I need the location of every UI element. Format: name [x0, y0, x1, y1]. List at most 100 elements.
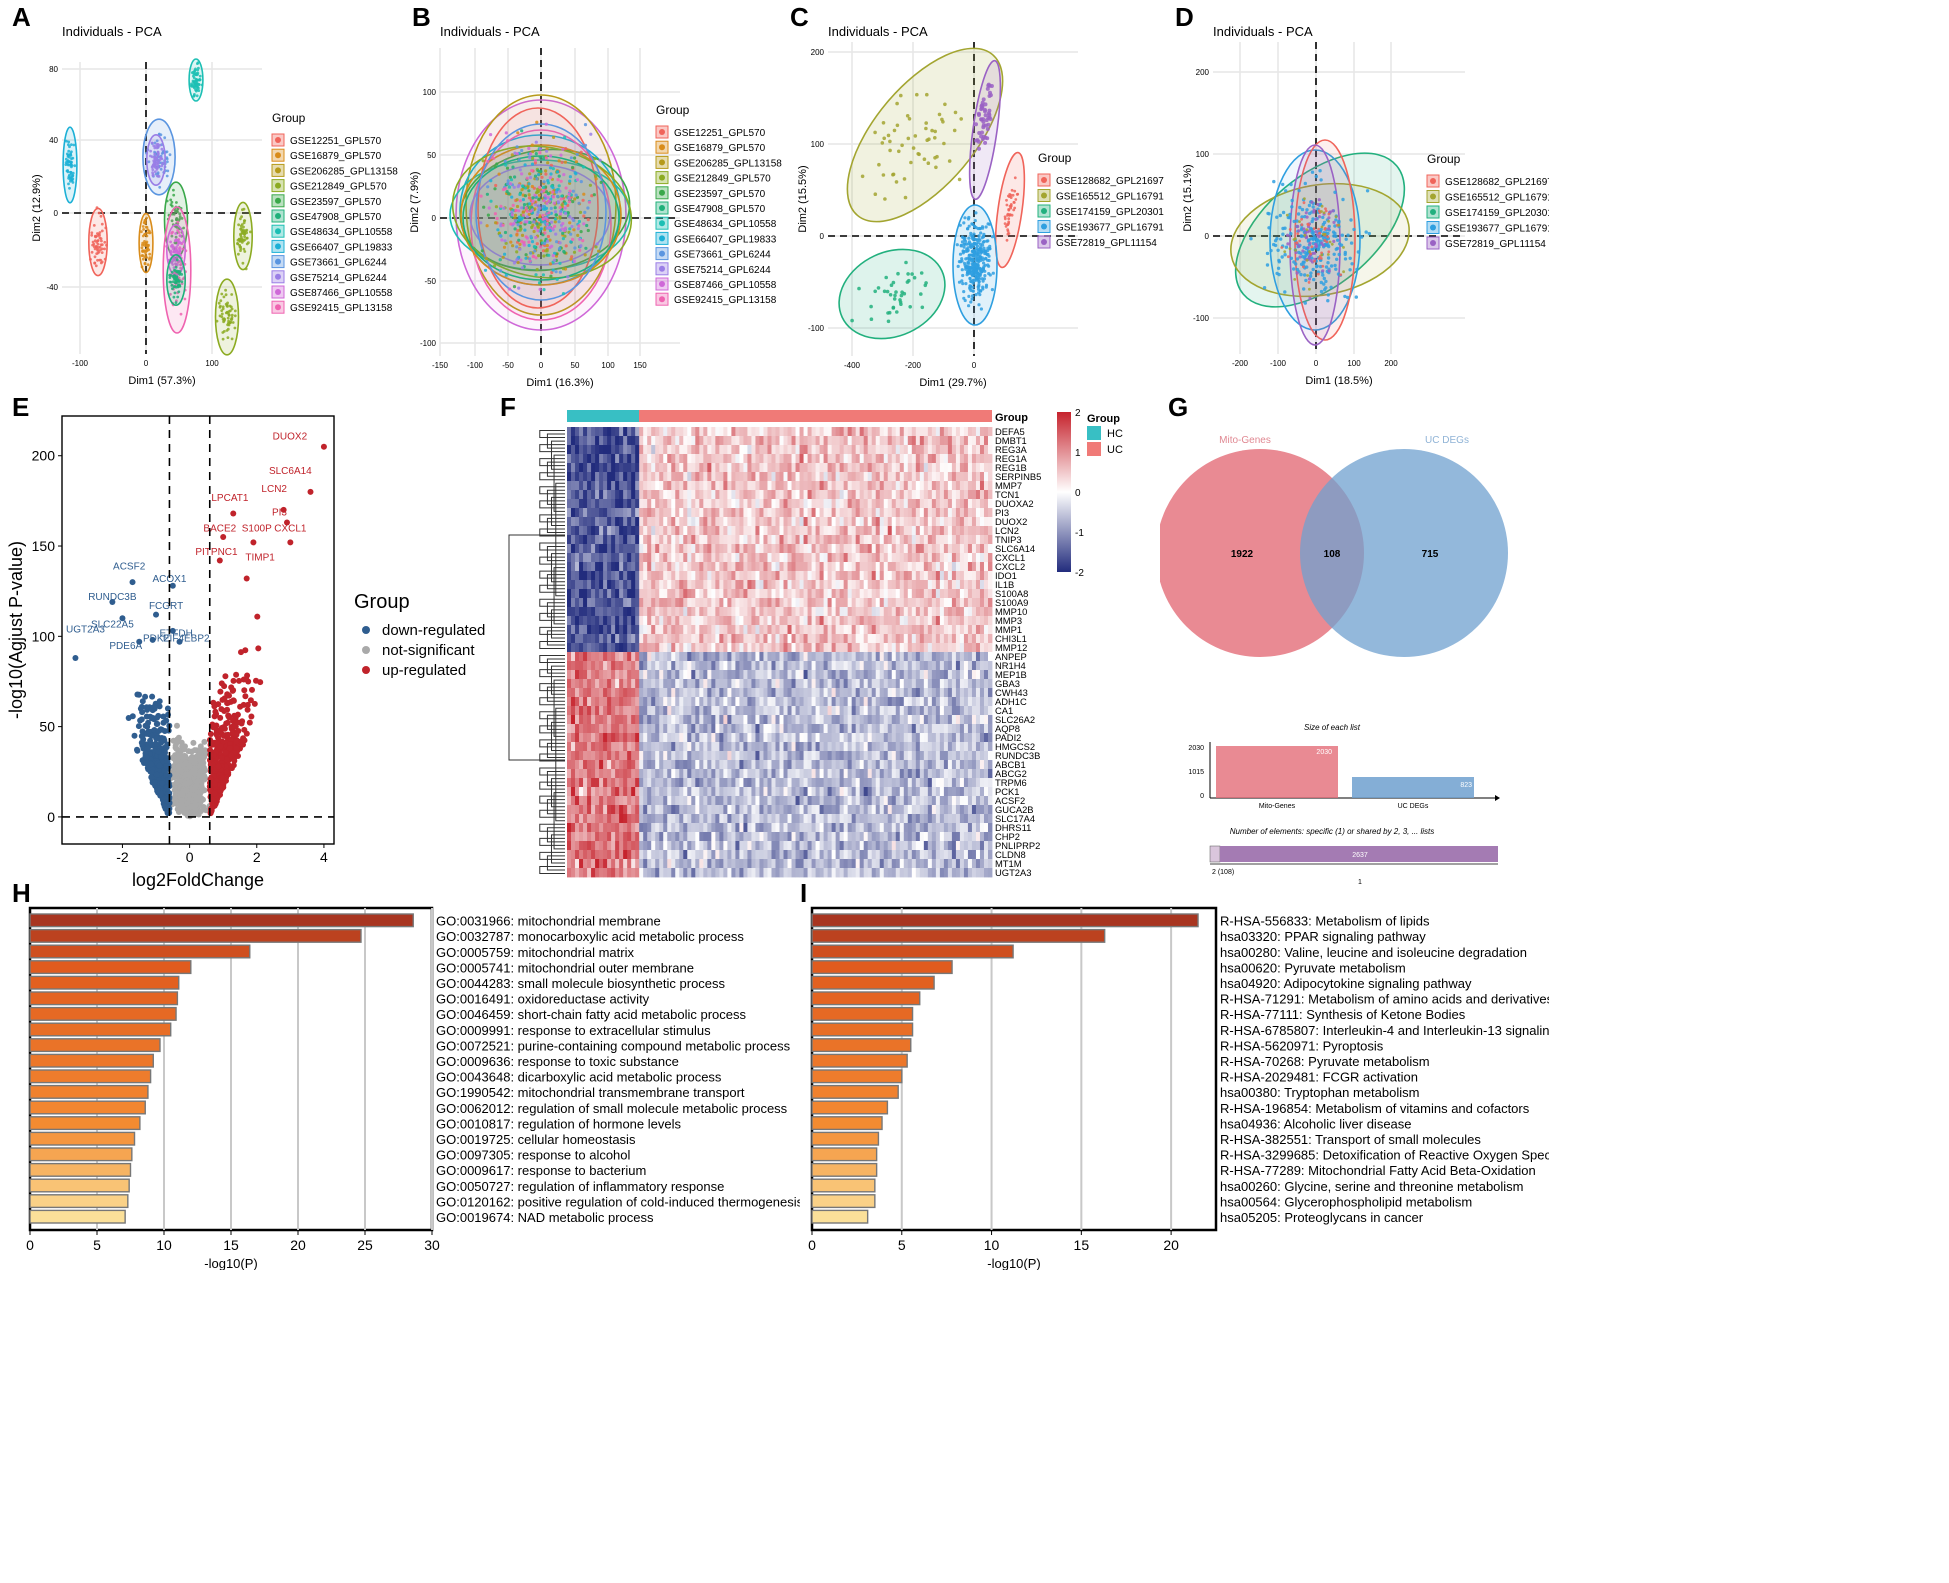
legend-title: Group — [1427, 152, 1461, 166]
sample-point — [1356, 250, 1361, 254]
y-axis-label: Dim2 (12.9%) — [31, 174, 43, 241]
sample-point — [518, 192, 522, 197]
sample-point — [554, 213, 558, 217]
sample-point — [100, 229, 104, 233]
heatmap-cell — [651, 490, 656, 500]
legend-label: GSE212849_GPL570 — [674, 174, 771, 185]
sample-point — [982, 265, 986, 269]
sample-point — [1319, 289, 1324, 294]
volcano-point — [134, 691, 141, 698]
heatmap-cell — [819, 481, 824, 491]
sample-point — [962, 242, 966, 246]
heatmap-cell — [635, 445, 640, 455]
sample-point — [896, 271, 900, 276]
heatmap-cell — [879, 454, 885, 464]
sample-point — [149, 154, 152, 158]
heatmap-cell — [675, 436, 680, 446]
heatmap-cell — [839, 436, 845, 446]
sample-point — [561, 237, 565, 241]
heatmap-cell — [935, 454, 941, 464]
sample-point — [599, 180, 603, 184]
heatmap-cell — [567, 490, 572, 500]
heatmap-cell — [799, 427, 804, 437]
sample-point — [484, 256, 488, 261]
sample-point — [524, 256, 528, 260]
heatmap-cell — [987, 472, 993, 482]
heatmap-cell — [627, 427, 632, 437]
heatmap-cell — [863, 481, 869, 491]
heatmap-cell — [635, 454, 640, 464]
sample-point — [563, 160, 567, 164]
sample-point — [909, 160, 913, 165]
sample-point — [985, 127, 990, 131]
heatmap-cell — [947, 436, 953, 446]
heatmap-cell — [675, 463, 680, 473]
sample-point — [942, 141, 946, 146]
sample-point — [516, 131, 520, 135]
sample-point — [886, 319, 891, 324]
heatmap-cell — [811, 472, 816, 482]
volcano-point — [244, 706, 251, 713]
legend-marker — [1041, 223, 1047, 230]
heatmap-cell — [871, 472, 877, 482]
sample-point — [978, 272, 983, 276]
sample-point — [153, 158, 157, 162]
volcano-point — [196, 794, 203, 800]
heatmap-cell — [639, 472, 644, 482]
sample-point — [1303, 197, 1306, 201]
sample-point — [521, 213, 525, 217]
sample-point — [554, 232, 558, 236]
volcano-point — [181, 804, 188, 811]
sample-point — [582, 222, 586, 226]
sample-point — [531, 199, 535, 203]
heatmap-cell — [619, 436, 624, 446]
sample-point — [568, 221, 572, 225]
sample-point — [527, 193, 531, 197]
heatmap-cell — [779, 463, 784, 473]
sample-point — [1276, 248, 1280, 252]
sample-point — [521, 184, 525, 188]
sample-point — [520, 172, 524, 176]
heatmap-cell — [663, 481, 668, 491]
heatmap-cell — [619, 427, 624, 437]
heatmap-cell — [735, 472, 740, 482]
heatmap-cell — [967, 436, 973, 446]
heatmap-cell — [719, 436, 724, 446]
sample-point — [174, 279, 178, 282]
sample-point — [224, 288, 228, 292]
volcano-point — [148, 774, 155, 781]
heatmap-cell — [759, 472, 764, 482]
volcano-point — [193, 782, 200, 789]
heatmap-cell — [707, 427, 712, 437]
heatmap-cell — [843, 436, 849, 446]
heatmap-cell — [807, 427, 812, 437]
sample-point — [979, 231, 983, 235]
sample-point — [66, 170, 70, 174]
sample-point — [1355, 267, 1359, 272]
heatmap-cell — [951, 427, 957, 437]
sample-point — [536, 224, 540, 228]
sample-point — [919, 271, 924, 275]
heatmap-cell — [923, 472, 929, 482]
heatmap-cell — [747, 481, 752, 491]
heatmap-cell — [775, 454, 780, 464]
sample-point — [1348, 256, 1352, 260]
sample-point — [538, 287, 542, 291]
sample-point — [537, 173, 541, 177]
heatmap-cell — [655, 427, 660, 437]
heatmap-cell — [963, 454, 969, 464]
sample-point — [547, 253, 551, 257]
sample-point — [869, 317, 874, 322]
heatmap-cell — [703, 445, 708, 455]
sample-point — [172, 266, 176, 269]
sample-point — [1332, 220, 1336, 224]
sample-point — [886, 133, 891, 138]
sample-point — [175, 218, 179, 222]
volcano-point — [211, 703, 218, 710]
heatmap-cell — [703, 490, 708, 500]
sample-point — [243, 235, 247, 239]
sample-point — [142, 228, 146, 231]
sample-point — [512, 261, 516, 265]
sample-point — [1005, 238, 1009, 242]
sample-point — [583, 253, 587, 257]
